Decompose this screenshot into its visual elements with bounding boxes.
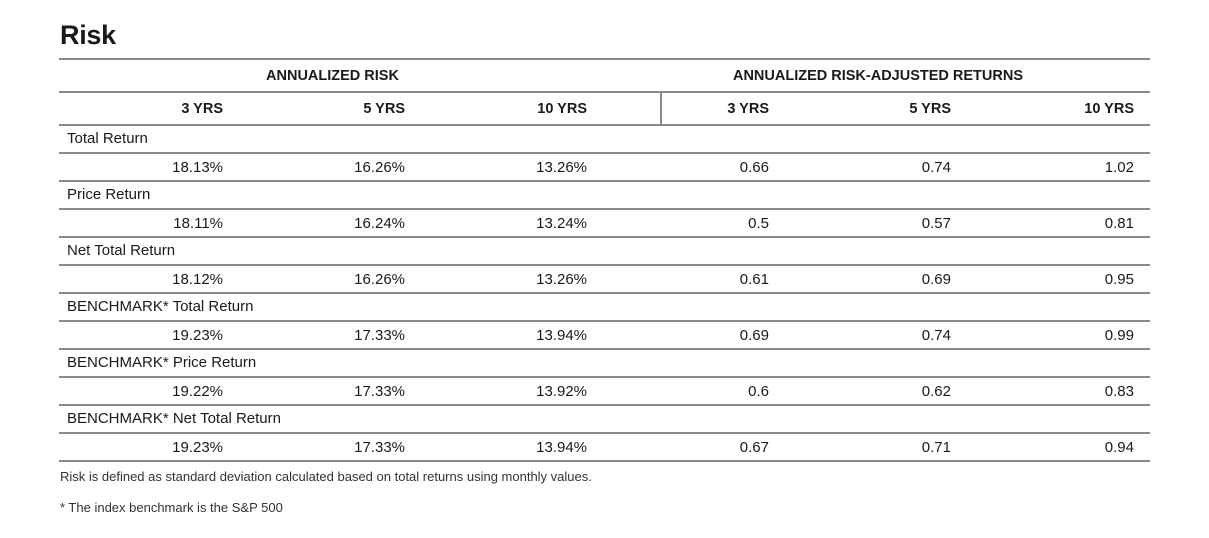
row-label: Net Total Return	[67, 242, 176, 259]
value-cell: 0.94	[1104, 438, 1134, 456]
divider	[59, 376, 1150, 378]
table-row: 18.13% 16.26% 13.26% 0.66 0.74 1.02	[59, 154, 1150, 180]
col-header: 10 YRS	[537, 100, 587, 117]
value-cell: 18.13%	[172, 158, 223, 176]
divider	[59, 348, 1150, 350]
value-cell: 0.99	[1104, 326, 1134, 344]
table-row: 19.23% 17.33% 13.94% 0.67 0.71 0.94	[59, 434, 1150, 460]
divider	[59, 264, 1150, 266]
row-label: Price Return	[67, 186, 151, 203]
risk-definition-note: Risk is defined as standard deviation ca…	[60, 469, 592, 484]
table-row: 19.23% 17.33% 13.94% 0.69 0.74 0.99	[59, 322, 1150, 348]
value-cell: 0.69	[921, 270, 951, 288]
divider	[59, 91, 1150, 93]
value-cell: 0.67	[739, 438, 769, 456]
value-cell: 13.92%	[536, 382, 587, 400]
group-annualized-risk: ANNUALIZED RISK	[266, 67, 399, 84]
value-cell: 17.33%	[354, 326, 405, 344]
divider	[59, 236, 1150, 238]
value-cell: 0.6	[748, 382, 769, 400]
value-cell: 0.69	[739, 326, 769, 344]
value-cell: 0.57	[921, 214, 951, 232]
row-label: Total Return	[67, 130, 148, 147]
benchmark-note: * The index benchmark is the S&P 500	[60, 500, 283, 515]
divider	[59, 320, 1150, 322]
group-header-row: ANNUALIZED RISK ANNUALIZED RISK-ADJUSTED…	[59, 60, 1150, 91]
value-cell: 13.24%	[536, 214, 587, 232]
divider	[59, 292, 1150, 294]
value-cell: 16.24%	[354, 214, 405, 232]
value-cell: 19.22%	[172, 382, 223, 400]
value-cell: 13.94%	[536, 326, 587, 344]
value-cell: 13.26%	[536, 158, 587, 176]
divider	[59, 124, 1150, 126]
col-header: 10 YRS	[1084, 100, 1134, 117]
value-cell: 0.74	[921, 326, 951, 344]
divider	[59, 404, 1150, 406]
table-row: 18.11% 16.24% 13.24% 0.5 0.57 0.81	[59, 210, 1150, 236]
value-cell: 0.95	[1104, 270, 1134, 288]
value-cell: 18.12%	[172, 270, 223, 288]
row-label: BENCHMARK* Net Total Return	[67, 410, 281, 427]
divider	[59, 180, 1150, 182]
divider	[59, 58, 1150, 60]
value-cell: 13.94%	[536, 438, 587, 456]
value-cell: 17.33%	[354, 438, 405, 456]
value-cell: 0.71	[921, 438, 951, 456]
value-cell: 0.66	[739, 158, 769, 176]
value-cell: 0.62	[921, 382, 951, 400]
value-cell: 1.02	[1104, 158, 1134, 176]
col-header: 3 YRS	[727, 100, 769, 117]
value-cell: 0.81	[1104, 214, 1134, 232]
divider	[59, 152, 1150, 154]
value-cell: 16.26%	[354, 270, 405, 288]
row-label: BENCHMARK* Total Return	[67, 298, 254, 315]
value-cell: 0.61	[739, 270, 769, 288]
value-cell: 16.26%	[354, 158, 405, 176]
risk-table: ANNUALIZED RISK ANNUALIZED RISK-ADJUSTED…	[59, 58, 1150, 462]
value-cell: 19.23%	[172, 326, 223, 344]
page-title: Risk	[60, 20, 116, 50]
value-cell: 0.74	[921, 158, 951, 176]
group-risk-adjusted-returns: ANNUALIZED RISK-ADJUSTED RETURNS	[732, 67, 1023, 84]
col-header: 5 YRS	[909, 100, 951, 117]
column-divider	[660, 93, 662, 124]
value-cell: 19.23%	[172, 438, 223, 456]
value-cell: 0.83	[1104, 382, 1134, 400]
col-header: 3 YRS	[181, 100, 223, 117]
table-row: 19.22% 17.33% 13.92% 0.6 0.62 0.83	[59, 378, 1150, 404]
value-cell: 13.26%	[536, 270, 587, 288]
value-cell: 0.5	[748, 214, 769, 232]
col-header: 5 YRS	[363, 100, 405, 117]
table-row: 18.12% 16.26% 13.26% 0.61 0.69 0.95	[59, 266, 1150, 292]
divider	[59, 460, 1150, 462]
divider	[59, 432, 1150, 434]
row-label: BENCHMARK* Price Return	[67, 354, 257, 371]
value-cell: 18.11%	[173, 214, 223, 232]
value-cell: 17.33%	[354, 382, 405, 400]
column-header-row: 3 YRS 5 YRS 10 YRS 3 YRS 5 YRS 10 YRS	[59, 93, 1150, 124]
divider	[59, 208, 1150, 210]
